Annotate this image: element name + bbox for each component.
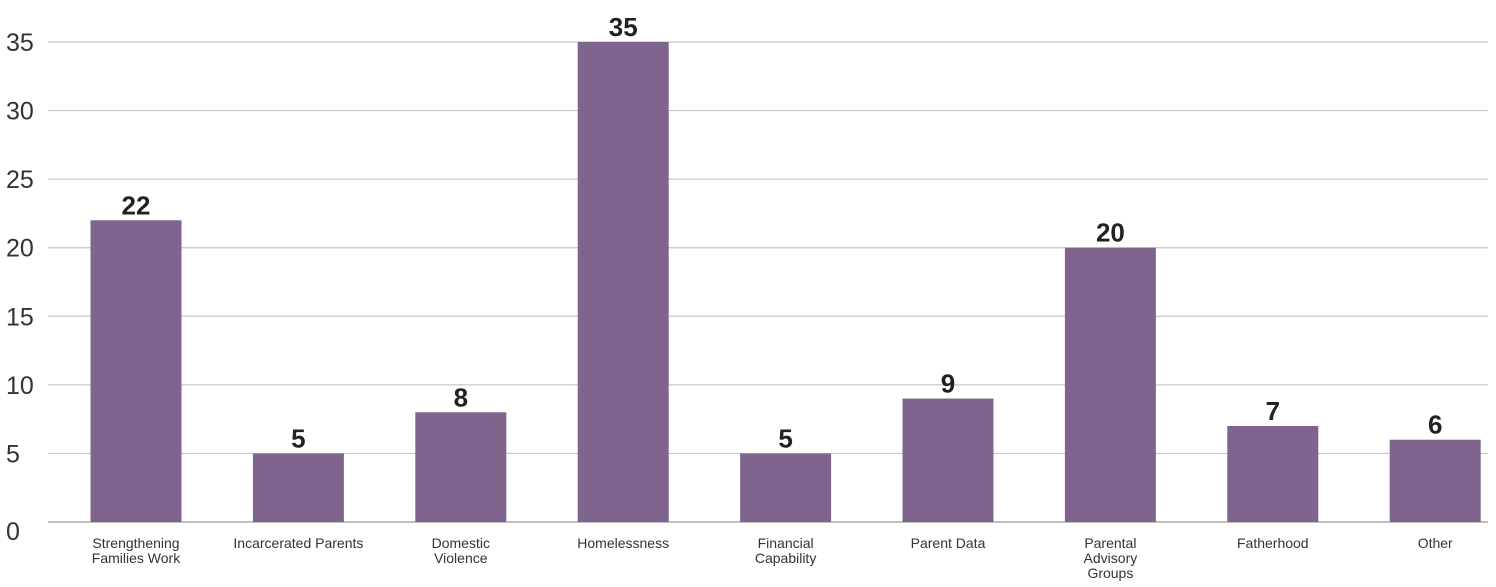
y-tick-label: 30 [6,98,34,126]
y-tick-label: 0 [6,518,20,546]
bar [902,398,994,522]
data-label: 5 [778,423,792,453]
x-tick-label-line: Parent Data [911,535,986,551]
x-tick-label-line: Groups [1087,565,1133,581]
x-tick-label: Incarcerated Parents [233,535,363,551]
x-tick-label-line: Incarcerated Parents [233,535,363,551]
y-axis-tick-labels: 0 5 10 15 20 25 30 35 [6,29,34,546]
x-tick-label: Other [1418,535,1453,551]
data-label: 8 [454,382,468,412]
y-tick-label: 5 [6,440,20,468]
x-tick-label-line: Advisory [1084,550,1138,566]
x-tick-label-line: Violence [434,550,488,566]
bar [740,453,832,522]
x-tick-label: Parental Advisory Groups [1084,535,1138,581]
data-labels: 22 5 8 35 5 9 20 7 6 [122,12,1443,453]
x-tick-label-line: Domestic [432,535,490,551]
data-label: 22 [122,190,151,220]
data-label: 35 [609,12,638,42]
bar [252,453,344,522]
x-tick-label-line: Homelessness [577,535,669,551]
data-label: 9 [941,369,955,399]
data-label: 5 [291,423,305,453]
data-label: 6 [1428,410,1442,440]
y-tick-label: 15 [6,303,34,331]
bar [1064,247,1156,522]
x-tick-label-line: Families Work [92,550,181,566]
x-tick-label-line: Fatherhood [1237,535,1309,551]
x-tick-label: Homelessness [577,535,669,551]
x-tick-label-line: Strengthening [92,535,179,551]
bar [1227,426,1319,522]
y-tick-label: 10 [6,372,34,400]
x-axis-tick-labels: Strengthening Families Work Incarcerated P… [92,535,1453,581]
x-tick-label-line: Financial [758,535,814,551]
x-tick-label: Parent Data [911,535,986,551]
x-tick-label-line: Capability [755,550,816,566]
x-tick-label-line: Other [1418,535,1453,551]
x-tick-label: Fatherhood [1237,535,1309,551]
bar [577,42,669,522]
x-tick-label: Strengthening Families Work [92,535,181,566]
y-tick-label: 35 [6,29,34,57]
bars [90,42,1481,523]
x-tick-label: Domestic Violence [432,535,490,566]
bar [1389,439,1481,522]
y-tick-label: 20 [6,235,34,263]
y-tick-label: 25 [6,166,34,194]
data-label: 7 [1266,396,1280,426]
x-tick-label-line: Parental [1084,535,1136,551]
data-label: 20 [1096,218,1125,248]
bar [90,220,182,523]
x-tick-label: Financial Capability [755,535,816,566]
bar [415,412,507,522]
